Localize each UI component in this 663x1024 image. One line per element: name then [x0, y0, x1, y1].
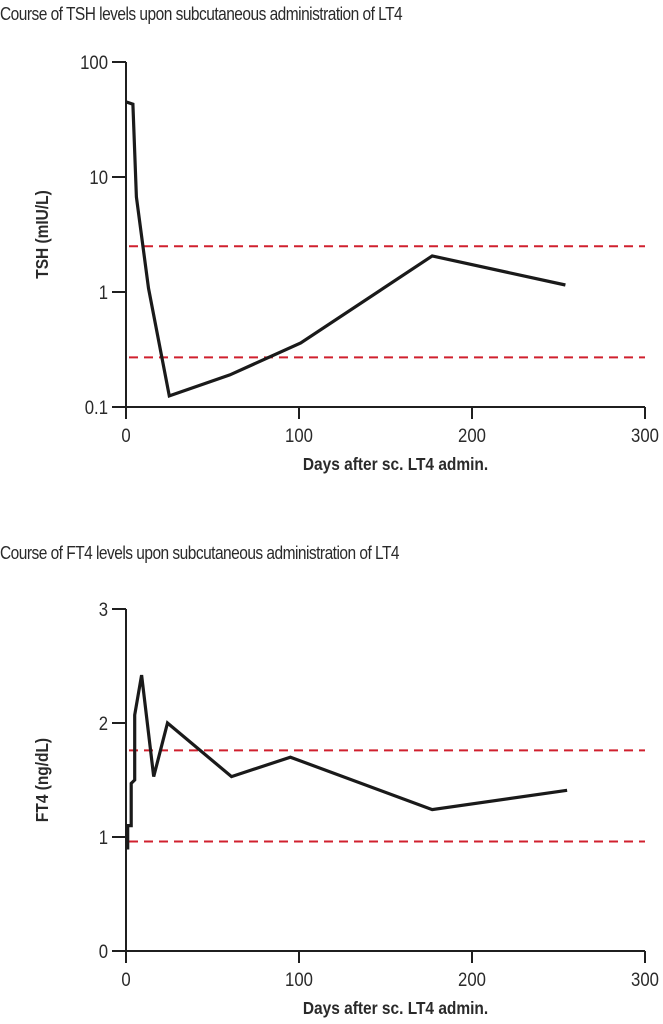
- y-tick-label: 1: [99, 282, 108, 303]
- x-tick-label: 200: [458, 425, 486, 446]
- x-axis-title: Days after sc. LT4 admin.: [303, 998, 488, 1018]
- y-tick-label: 3: [99, 599, 108, 620]
- x-tick-label: 0: [121, 425, 130, 446]
- y-tick-label: 2: [99, 713, 108, 734]
- y-tick-label: 100: [80, 52, 108, 73]
- tsh-chart-title: Course of TSH levels upon subcutaneous a…: [0, 4, 403, 24]
- x-tick-label: 100: [285, 969, 313, 990]
- ft4-chart-title: Course of FT4 levels upon subcutaneous a…: [0, 543, 400, 563]
- y-tick-label: 0.1: [85, 397, 108, 418]
- y-tick-label: 0: [99, 941, 108, 962]
- x-tick-label: 0: [121, 969, 130, 990]
- y-axis-title: FT4 (ng/dL): [32, 738, 52, 822]
- x-tick-label: 300: [631, 425, 659, 446]
- x-tick-label: 300: [631, 969, 659, 990]
- tsh-chart: 100 10 1 0.1 0 100 200 300 Days after sc. LT4 ad…: [32, 52, 659, 474]
- y-axis-title: TSH (mIU/L): [32, 190, 52, 278]
- y-tick-label: 1: [99, 827, 108, 848]
- x-axis-title: Days after sc. LT4 admin.: [303, 454, 488, 474]
- x-tick-label: 200: [458, 969, 486, 990]
- y-tick-label: 10: [89, 167, 108, 188]
- x-tick-label: 100: [285, 425, 313, 446]
- ft4-series-line: [126, 674, 568, 850]
